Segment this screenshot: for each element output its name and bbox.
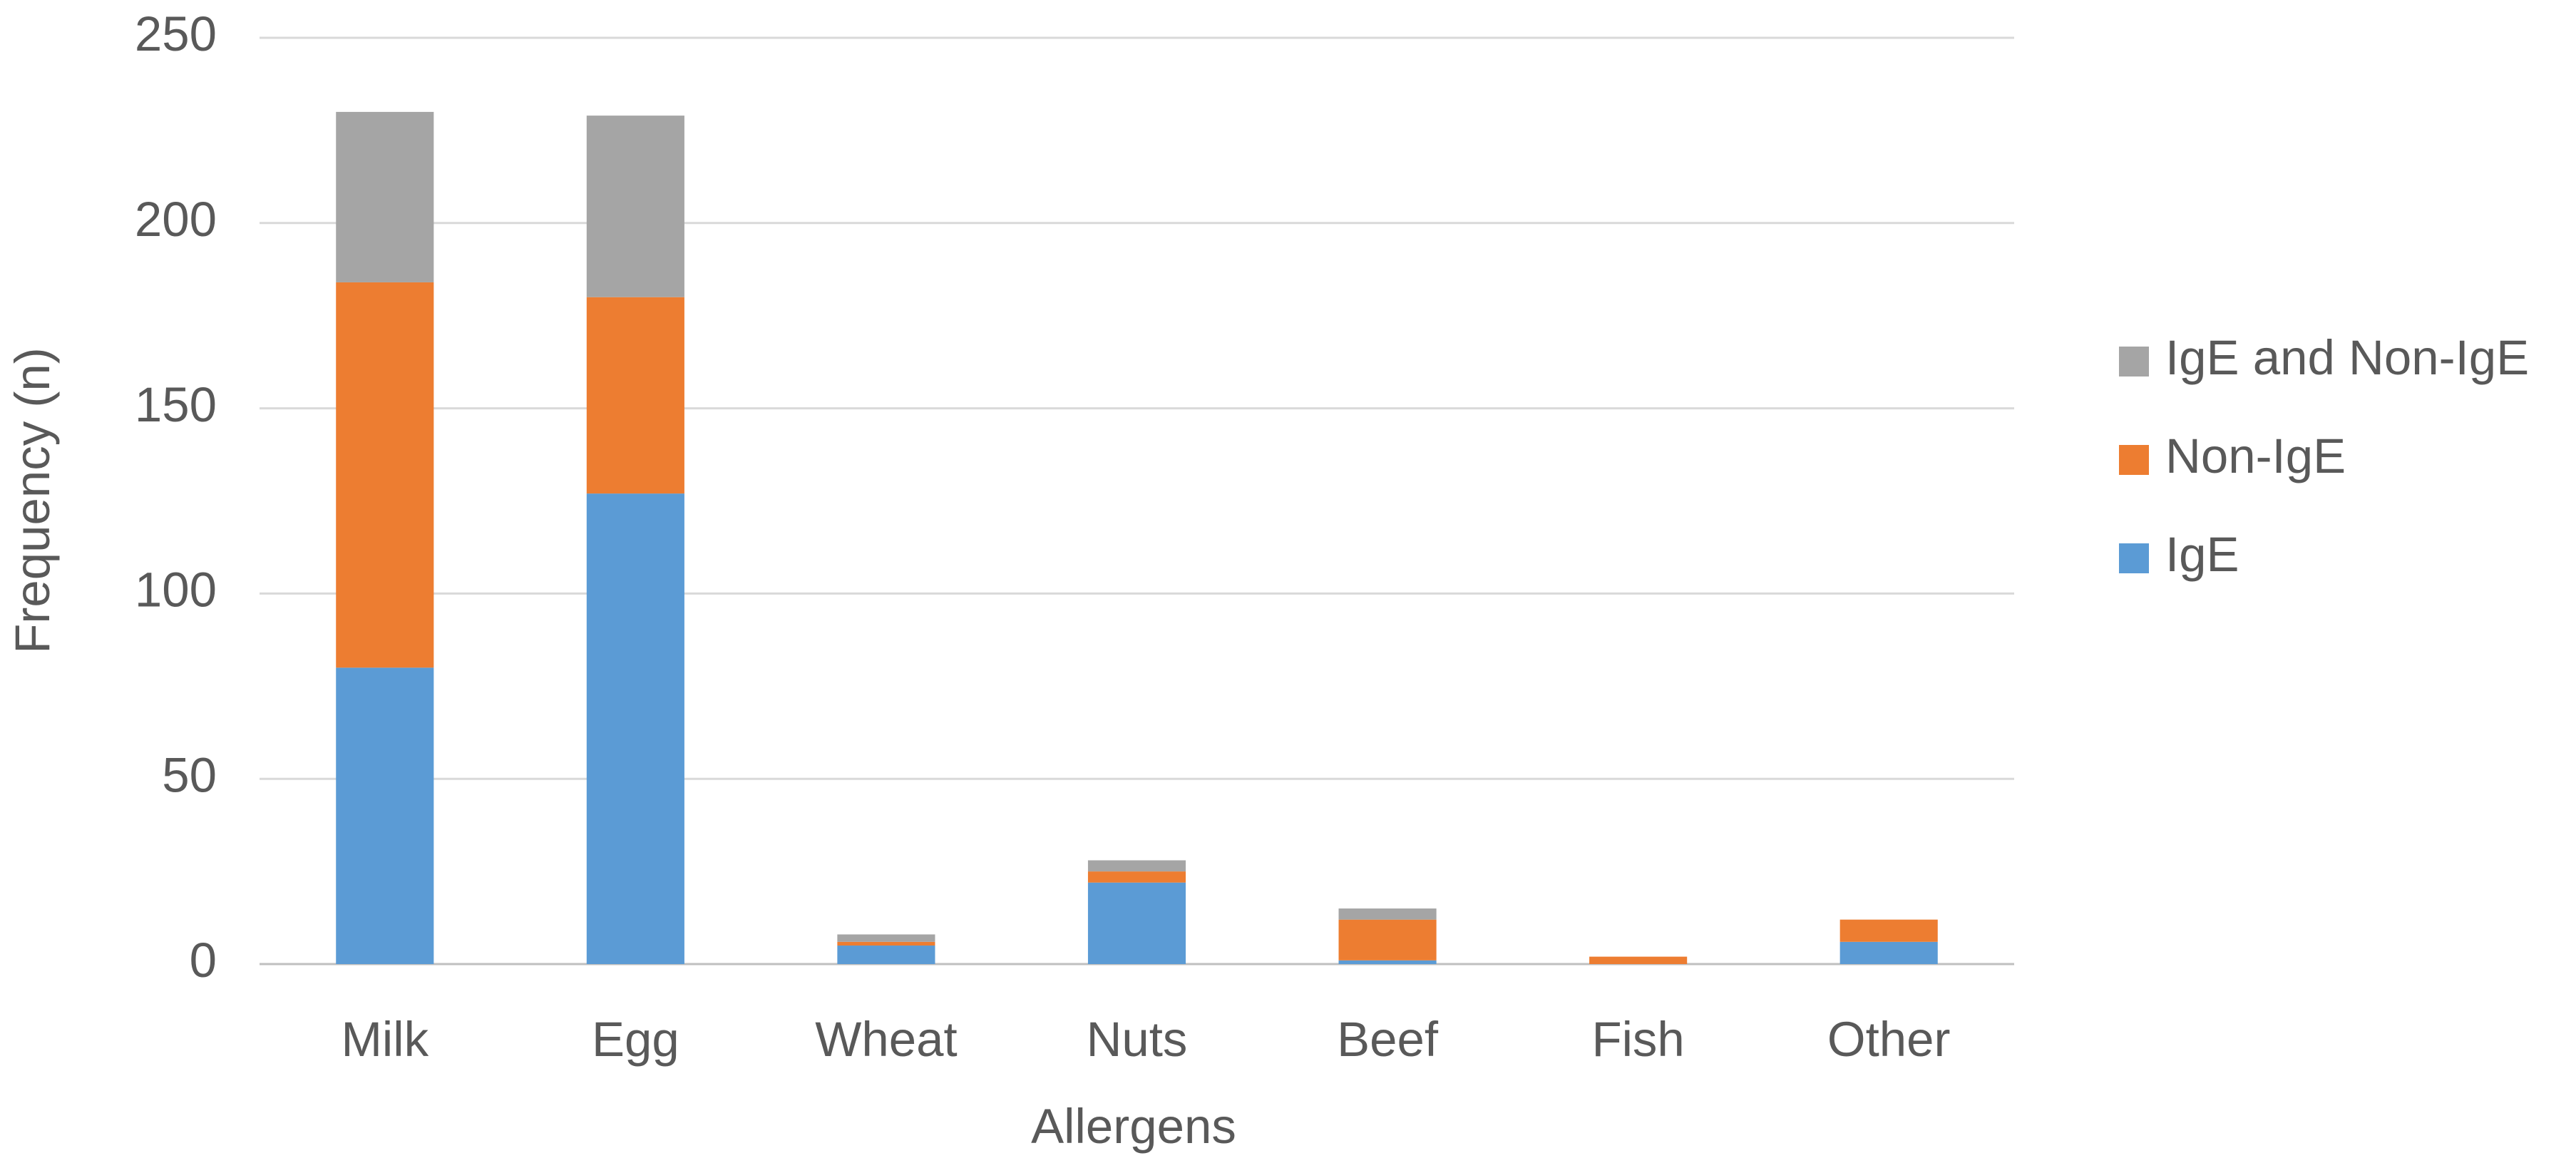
- bar-segment: [1839, 941, 1938, 964]
- legend-label: IgE and Non-IgE: [2165, 330, 2529, 385]
- bar-segment: [1338, 908, 1437, 920]
- x-tick-label: Beef: [1337, 1012, 1439, 1067]
- bar-segment: [586, 297, 684, 494]
- y-tick-label: 0: [190, 933, 217, 988]
- legend-swatch: [2119, 347, 2149, 377]
- legend-swatch: [2119, 445, 2149, 475]
- y-tick-label: 200: [135, 192, 217, 247]
- y-tick-label: 250: [135, 6, 217, 61]
- x-tick-label: Wheat: [815, 1012, 957, 1067]
- bar-segment: [336, 667, 434, 964]
- bar-segment: [1338, 960, 1437, 964]
- bar-segment: [837, 934, 935, 942]
- x-axis-title: Allergens: [1031, 1099, 1236, 1154]
- y-axis-title: Frequency (n): [5, 347, 60, 654]
- x-tick-label: Nuts: [1087, 1012, 1188, 1067]
- bar-segment: [837, 941, 935, 946]
- bar-segment: [586, 116, 684, 297]
- y-tick-label: 150: [135, 377, 217, 432]
- bar-segment: [1087, 882, 1186, 964]
- bar-segment: [586, 493, 684, 964]
- x-tick-label: Fish: [1591, 1012, 1684, 1067]
- bar-segment: [1087, 871, 1186, 883]
- bar-segment: [837, 946, 935, 964]
- bar-segment: [336, 282, 434, 668]
- bar-segment: [1087, 860, 1186, 872]
- legend-label: Non-IgE: [2165, 429, 2346, 483]
- x-tick-label: Other: [1827, 1012, 1951, 1067]
- y-tick-label: 100: [135, 563, 217, 618]
- legend-label: IgE: [2165, 527, 2239, 582]
- bar-segment: [1338, 919, 1437, 961]
- x-tick-label: Milk: [341, 1012, 429, 1067]
- x-tick-label: Egg: [592, 1012, 679, 1067]
- legend-swatch: [2119, 543, 2149, 573]
- bar-segment: [1589, 956, 1688, 964]
- bar-segment: [336, 111, 434, 282]
- y-tick-label: 50: [162, 747, 217, 802]
- bar-segment: [1839, 919, 1938, 942]
